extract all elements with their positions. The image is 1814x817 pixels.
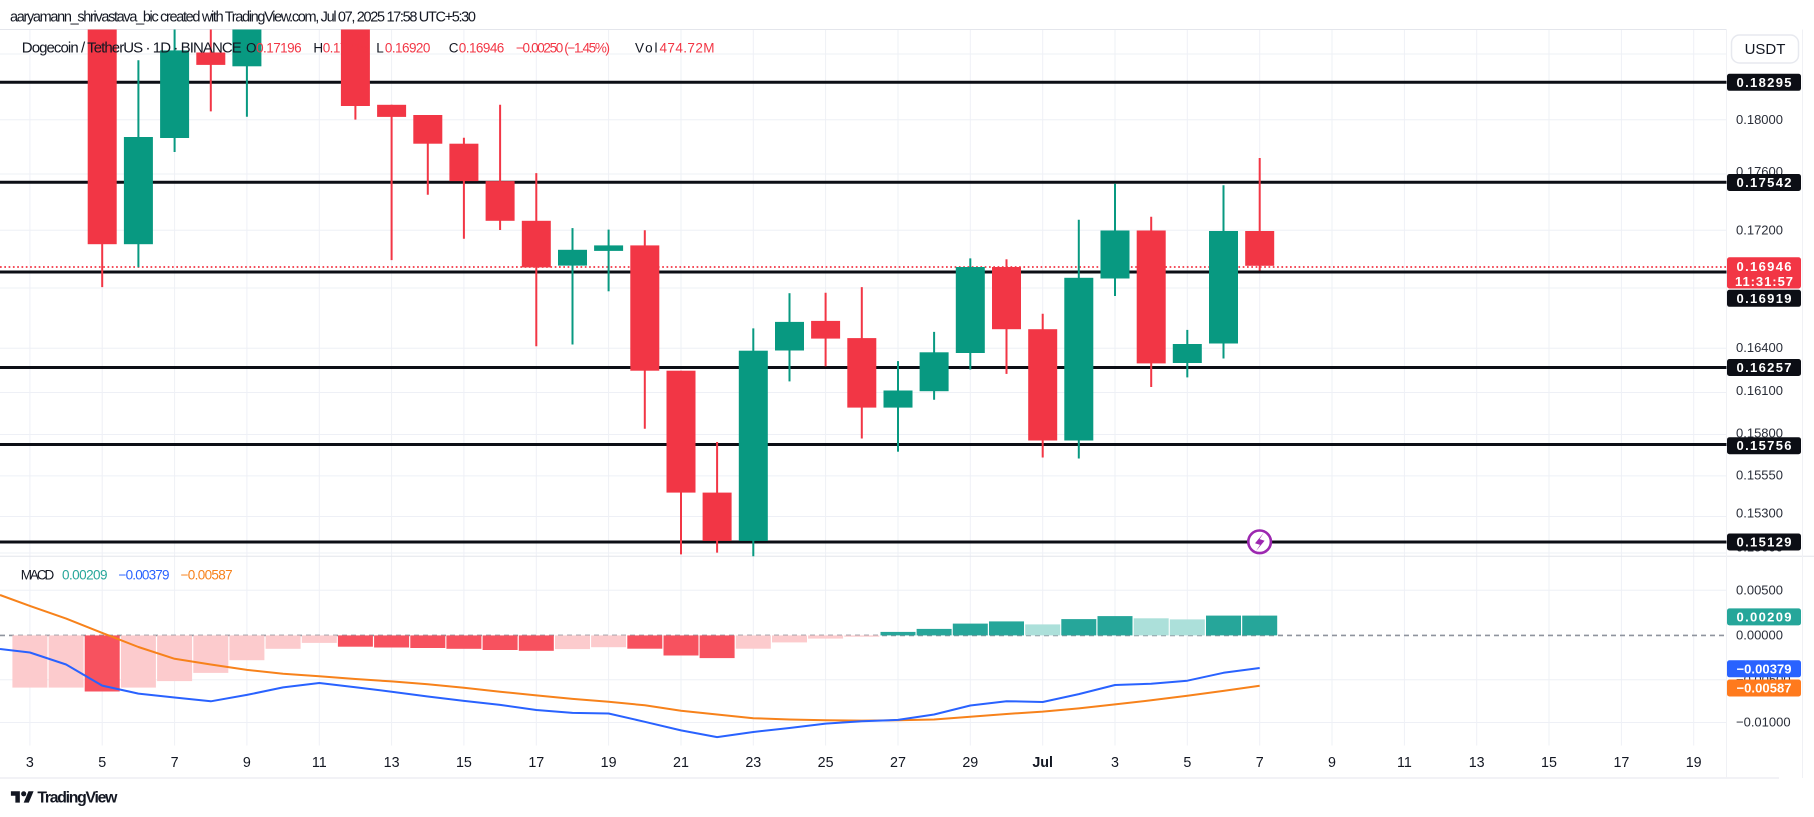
svg-text:0.17542: 0.17542: [1737, 175, 1792, 190]
svg-text:TradingView: TradingView: [37, 790, 118, 807]
svg-text:0.15800: 0.15800: [1736, 426, 1783, 441]
svg-text:11:31:57: 11:31:57: [1735, 274, 1793, 289]
svg-text:11: 11: [1397, 755, 1412, 771]
svg-text:0.18000: 0.18000: [1736, 112, 1783, 127]
svg-text:0.15550: 0.15550: [1736, 468, 1783, 483]
svg-text:13: 13: [1469, 755, 1485, 771]
svg-text:15: 15: [1541, 755, 1557, 771]
svg-text:21: 21: [673, 755, 689, 771]
svg-text:−0.00587: −0.00587: [1737, 681, 1792, 696]
svg-text:0.00500: 0.00500: [1736, 583, 1783, 598]
svg-text:25: 25: [818, 755, 834, 771]
svg-text:MACD: MACD: [21, 567, 55, 582]
svg-text:3: 3: [1111, 755, 1119, 771]
svg-text:0.16946: 0.16946: [1737, 259, 1792, 274]
svg-text:0.17715: 0.17715: [323, 40, 369, 55]
svg-text:0.16920: 0.16920: [385, 40, 431, 55]
svg-text:0.17200: 0.17200: [1736, 223, 1783, 238]
svg-text:−0.00250 (−1.45%): −0.00250 (−1.45%): [516, 40, 610, 55]
svg-text:0.00209: 0.00209: [1737, 609, 1792, 624]
svg-text:7: 7: [1256, 755, 1264, 771]
svg-text:19: 19: [1686, 755, 1702, 771]
svg-text:29: 29: [962, 755, 978, 771]
svg-text:−0.00379: −0.00379: [119, 567, 170, 582]
svg-text:15: 15: [456, 755, 472, 771]
svg-text:5: 5: [98, 755, 106, 771]
svg-text:0.16946: 0.16946: [459, 40, 505, 55]
svg-text:17: 17: [528, 755, 544, 771]
svg-text:19: 19: [601, 755, 617, 771]
svg-text:0.16919: 0.16919: [1737, 291, 1792, 306]
svg-text:0.16100: 0.16100: [1736, 383, 1783, 398]
svg-text:0.16400: 0.16400: [1736, 340, 1783, 355]
svg-text:−0.00379: −0.00379: [1737, 661, 1792, 676]
svg-text:7: 7: [171, 755, 179, 771]
svg-text:Dogecoin / TetherUS · 1D · BIN: Dogecoin / TetherUS · 1D · BINANCE: [22, 39, 242, 56]
svg-text:11: 11: [312, 755, 327, 771]
svg-text:−0.00587: −0.00587: [181, 567, 233, 582]
svg-text:0.15756: 0.15756: [1737, 438, 1792, 453]
svg-text:3: 3: [26, 755, 34, 771]
svg-text:−0.01000: −0.01000: [1736, 715, 1791, 730]
svg-text:USDT: USDT: [1745, 41, 1786, 58]
svg-text:23: 23: [745, 755, 761, 771]
svg-text:H: H: [313, 40, 323, 55]
svg-text:C: C: [449, 40, 459, 55]
svg-text:Jul: Jul: [1032, 755, 1053, 771]
svg-text:O: O: [246, 40, 257, 55]
svg-text:0.18295: 0.18295: [1737, 75, 1792, 90]
svg-text:5: 5: [1183, 755, 1191, 771]
svg-text:Vol: Vol: [635, 40, 658, 55]
svg-text:0.16257: 0.16257: [1737, 360, 1792, 375]
svg-text:27: 27: [890, 755, 906, 771]
svg-text:9: 9: [1328, 755, 1336, 771]
svg-text:13: 13: [384, 755, 400, 771]
svg-text:0.15300: 0.15300: [1736, 506, 1783, 521]
svg-text:474.72M: 474.72M: [660, 40, 715, 55]
svg-text:aaryamann_shrivastava_bic crea: aaryamann_shrivastava_bic created with T…: [10, 10, 476, 26]
svg-text:0.17196: 0.17196: [256, 40, 302, 55]
svg-text:0.00209: 0.00209: [62, 567, 108, 582]
svg-text:9: 9: [243, 755, 251, 771]
svg-text:L: L: [376, 40, 384, 55]
svg-text:0.00000: 0.00000: [1736, 628, 1783, 643]
svg-text:17: 17: [1613, 755, 1629, 771]
svg-text:0.15129: 0.15129: [1737, 535, 1792, 550]
